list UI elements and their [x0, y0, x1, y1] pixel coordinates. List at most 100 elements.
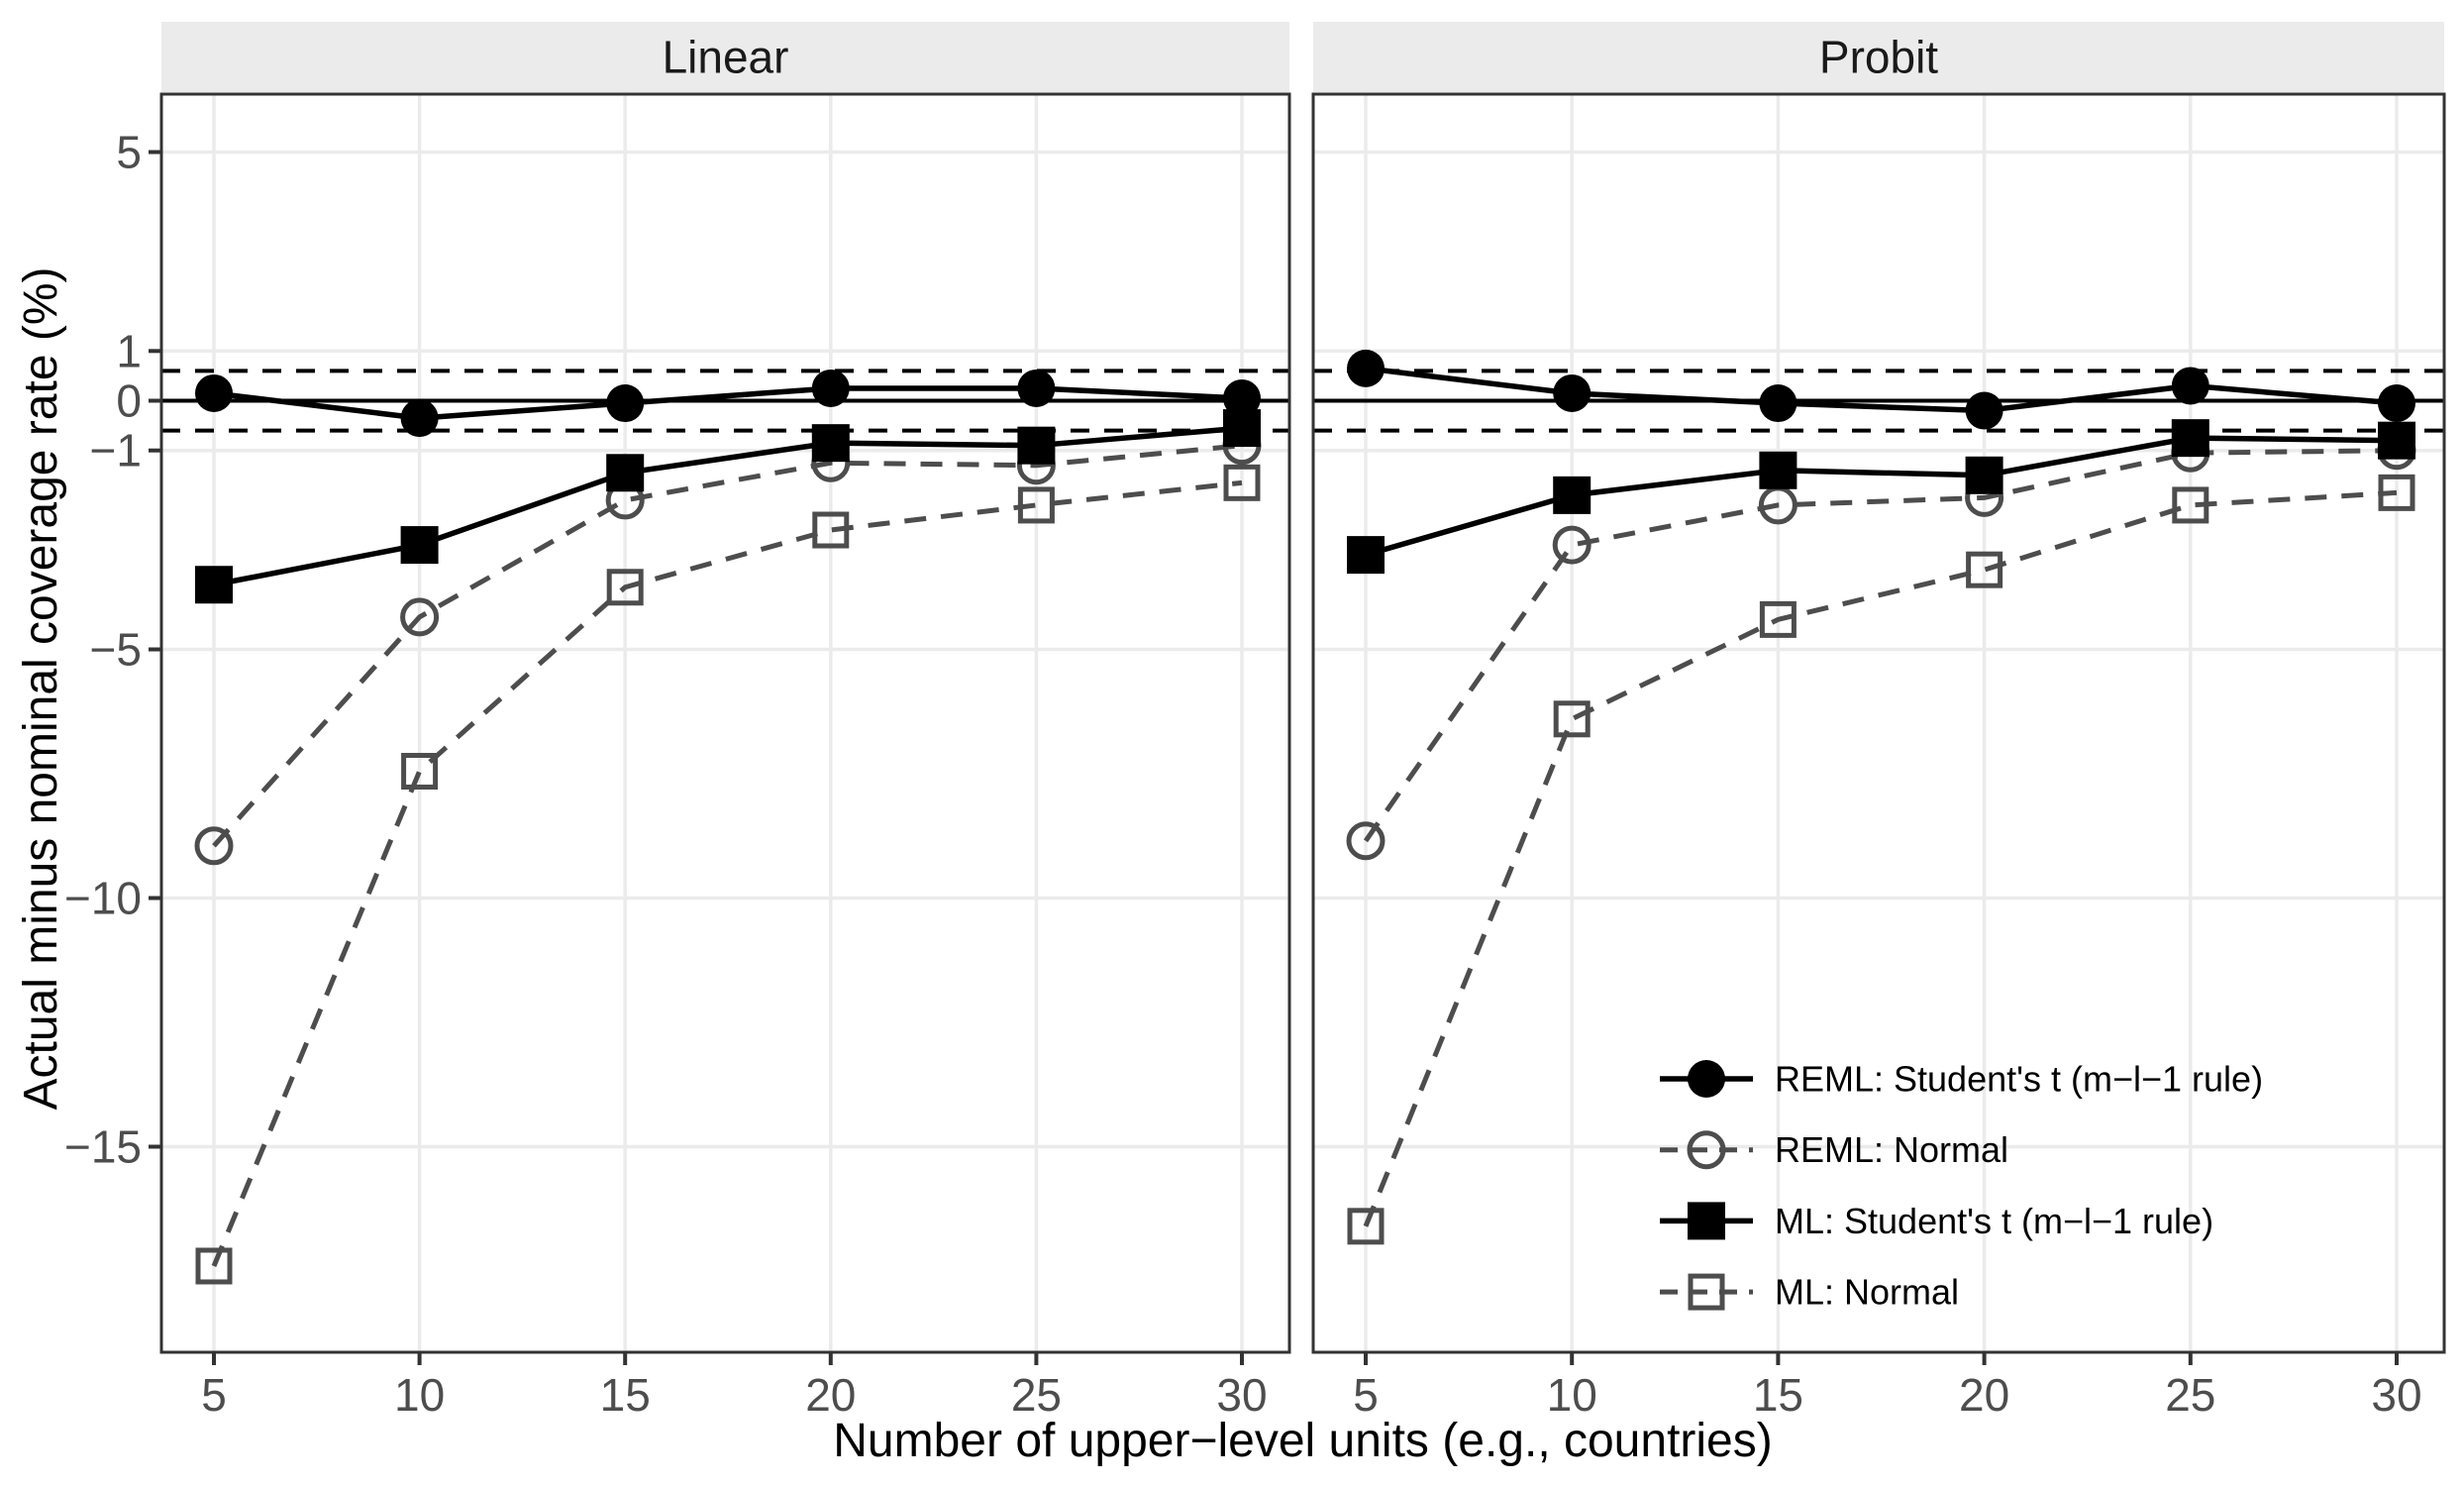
facet-strip-probit: Probit: [1313, 22, 2444, 92]
x-tick-label: 20: [1959, 1369, 2009, 1421]
legend-item-label: REML: Normal: [1775, 1129, 2008, 1170]
point-open-square-x10: [1553, 700, 1591, 738]
point-open-square-x25: [1017, 486, 1055, 524]
x-tick-label: 10: [1547, 1369, 1597, 1421]
series-line: [212, 443, 1243, 848]
series-markers-open-square: [195, 464, 1261, 1285]
legend-key-open-square: [1688, 1273, 1725, 1311]
series-line: [213, 425, 1243, 587]
series-line: [211, 479, 1243, 1267]
facet-strip-background: [1313, 22, 2444, 92]
y-axis-title: Actual minus nominal coverage rate (%): [15, 266, 67, 1110]
point-filled-circle-x15: [606, 384, 645, 423]
point-open-square-x20: [812, 511, 850, 549]
point-open-square-x30: [2378, 474, 2415, 511]
reference-lines: [1313, 369, 2444, 433]
series-markers-filled-square: [195, 409, 1261, 604]
x-tick-label: 25: [1011, 1369, 1062, 1421]
series-line: [1363, 489, 2398, 1227]
panel-probit: 5 10 15 20 25 30: [1311, 92, 2446, 1421]
point-open-square-x20: [1966, 551, 2003, 588]
y-tick-label: −5: [90, 624, 142, 676]
point-filled-circle-x15: [1759, 384, 1797, 423]
y-axis-ticks: 5 10−1 −5 −10 −15: [64, 127, 161, 1173]
point-filled-circle-x10: [400, 399, 439, 438]
point-filled-square-x5: [1347, 536, 1385, 575]
point-filled-circle-x5: [1347, 349, 1385, 387]
point-filled-circle-x20: [811, 369, 850, 407]
facet-strip-label: Probit: [1819, 32, 1938, 83]
x-tick-label: 15: [600, 1369, 651, 1421]
x-tick-label: 5: [1353, 1369, 1379, 1421]
series-line: [213, 385, 1243, 421]
series-markers-filled-square: [1347, 419, 2415, 575]
point-filled-circle-x10: [1553, 373, 1591, 412]
series-filled-circle: [1365, 366, 2398, 414]
panel-border: [1311, 92, 2446, 1354]
point-filled-square-x25: [1017, 426, 1056, 465]
x-tick-label: 5: [201, 1369, 227, 1421]
point-open-square-x5: [1347, 1208, 1385, 1245]
legend-item-filled-circle: REML: Student's t (m−l−1 rule): [1660, 1059, 2263, 1100]
series-open-circle: [1363, 448, 2398, 843]
point-filled-square-x30: [1223, 409, 1261, 448]
legend-item-open-circle: REML: Normal: [1660, 1129, 2008, 1170]
legend-item-open-square: ML: Normal: [1660, 1272, 1959, 1313]
point-open-circle-x5: [194, 826, 234, 866]
series-filled-circle: [213, 385, 1243, 421]
point-filled-circle-x20: [1965, 391, 2003, 430]
legend-item-label: ML: Normal: [1775, 1272, 1959, 1313]
series-open-square: [1363, 489, 2398, 1227]
x-tick-label: 10: [394, 1369, 445, 1421]
series-open-square: [211, 479, 1243, 1267]
x-tick-label: 30: [2371, 1369, 2421, 1421]
point-filled-square-x10: [1553, 476, 1591, 514]
legend-key-filled-circle: [1688, 1060, 1725, 1098]
legend-key-open-circle: [1687, 1130, 1726, 1170]
point-open-square-x10: [401, 752, 439, 790]
x-tick-label: 15: [1753, 1369, 1803, 1421]
facet-strip-linear: Linear: [161, 22, 1289, 92]
legend: REML: Student's t (m−l−1 rule) REML: Norm…: [1660, 1059, 2263, 1313]
y-tick-label: 1: [116, 325, 142, 376]
point-filled-circle-x25: [2171, 367, 2209, 405]
point-open-square-x5: [195, 1247, 233, 1285]
point-filled-circle-x5: [195, 373, 233, 412]
point-open-square-x15: [1759, 600, 1797, 638]
series-line: [1365, 435, 2398, 558]
point-filled-square-x20: [1965, 456, 2003, 494]
point-filled-circle-x30: [1223, 378, 1261, 417]
x-tick-label: 20: [805, 1369, 856, 1421]
facet-strip-label: Linear: [663, 32, 789, 83]
point-open-circle-x5: [1346, 821, 1386, 861]
point-open-square-x25: [2172, 486, 2209, 524]
legend-item-label: ML: Student's t (m−l−1 rule): [1775, 1201, 2213, 1241]
point-open-circle-x10: [1552, 525, 1591, 565]
point-filled-square-x10: [400, 526, 439, 565]
panel-linear: 5 10 15 20 25 30: [159, 92, 1291, 1421]
panel-border: [159, 92, 1291, 1354]
point-open-square-x30: [1223, 464, 1261, 501]
point-filled-circle-x25: [1017, 369, 1056, 407]
series-line: [1365, 366, 2398, 414]
point-open-square-x15: [606, 569, 644, 606]
x-axis-title: Number of upper−level units (e.g., count…: [833, 1415, 1772, 1467]
reference-lines: [161, 369, 1289, 433]
point-filled-circle-x30: [2378, 384, 2415, 423]
facet-strip-background: [161, 22, 1289, 92]
x-tick-label: 25: [2165, 1369, 2215, 1421]
point-filled-square-x5: [195, 566, 233, 604]
series-filled-square: [213, 425, 1243, 587]
point-filled-square-x20: [811, 424, 850, 463]
point-filled-square-x25: [2171, 419, 2209, 458]
y-tick-label: −10: [64, 873, 142, 924]
point-filled-square-x15: [606, 454, 645, 492]
point-filled-square-x15: [1759, 451, 1797, 489]
series-line: [1363, 448, 2398, 843]
gridlines: [161, 94, 1289, 1352]
y-tick-label: −1: [90, 425, 142, 477]
series-markers-filled-circle: [195, 369, 1261, 438]
